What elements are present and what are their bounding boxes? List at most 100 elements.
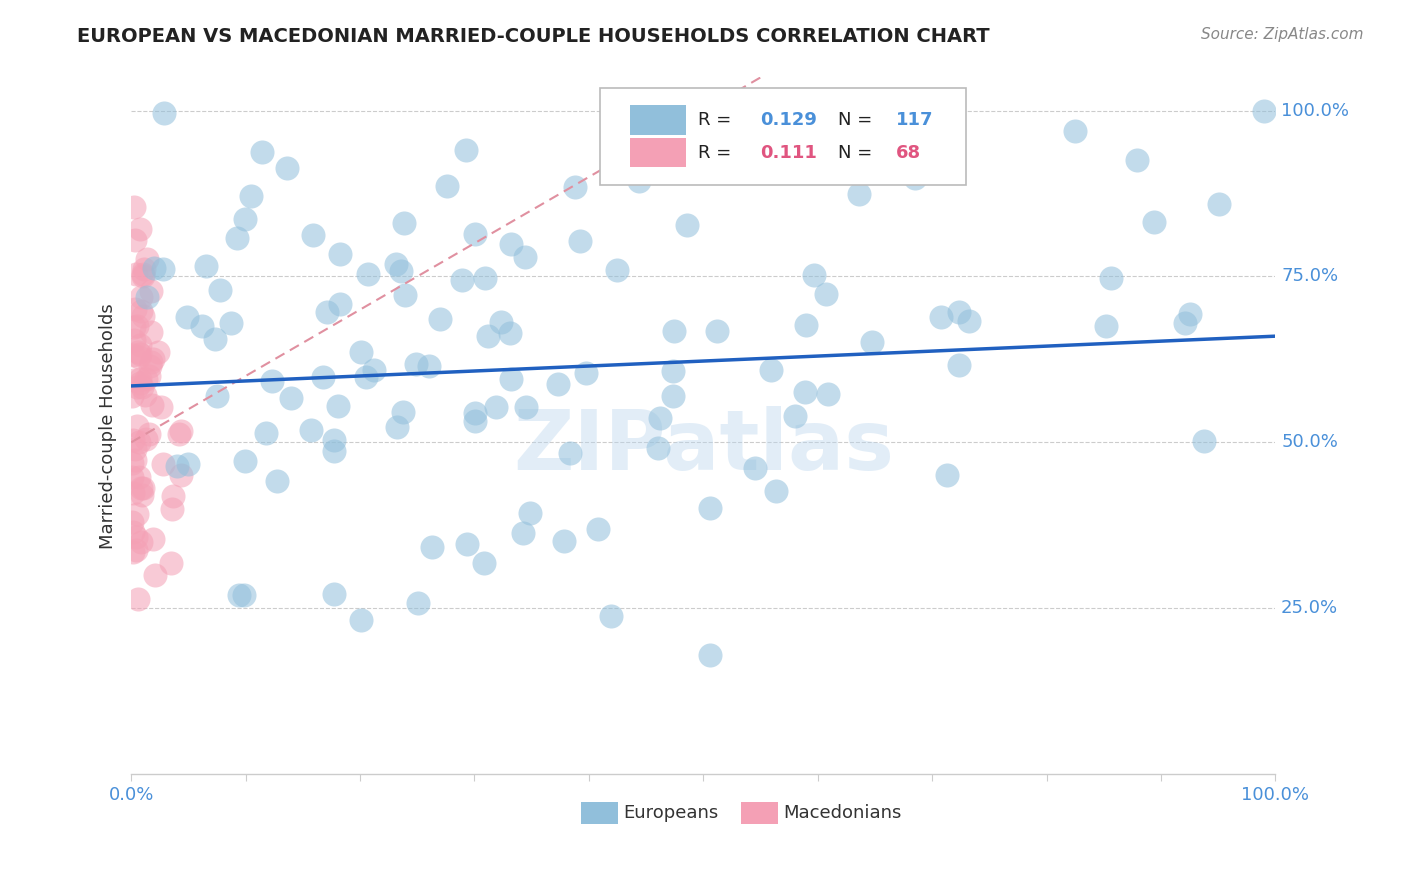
Point [648,410,671,425]
Point [706,324,728,338]
Point [935,103,957,118]
Point [1194,434,1216,449]
Point [160,501,183,516]
Point [129,346,152,360]
Point [489,315,512,329]
Point [323,443,346,458]
Point [744,461,766,475]
Point [124,319,146,334]
Point [606,263,628,277]
Point [357,268,380,282]
Point [957,314,980,328]
Point [474,271,496,285]
Point [477,329,499,343]
Point [387,419,409,434]
Point [125,542,148,557]
Point [125,267,148,281]
Point [1125,153,1147,167]
Point [662,389,685,403]
Point [484,401,506,415]
Point [129,338,152,352]
Point [569,234,592,248]
Point [384,257,406,271]
Point [122,486,145,500]
Point [170,424,193,438]
Point [418,359,440,373]
Point [389,264,412,278]
Point [152,106,174,120]
Text: 100.0%: 100.0% [1281,102,1350,120]
Point [904,170,927,185]
Point [135,372,157,386]
Point [152,457,174,471]
Point [817,387,839,401]
Text: ZIPatlas: ZIPatlas [513,406,894,487]
Point [129,534,152,549]
Point [501,236,523,251]
Point [129,289,152,303]
Point [121,457,143,471]
Point [143,260,166,275]
Point [363,362,385,376]
Point [329,247,352,261]
Point [815,286,838,301]
Point [848,187,870,202]
Point [564,179,586,194]
Point [1180,307,1202,321]
Point [122,433,145,447]
Point [167,427,190,442]
Point [131,488,153,502]
Point [254,425,277,440]
Text: 0.111: 0.111 [761,144,817,161]
Text: N =: N = [838,111,879,129]
Text: 68: 68 [896,144,921,161]
Point [586,522,609,536]
Point [759,363,782,377]
Point [1094,319,1116,334]
Point [451,273,474,287]
Point [129,304,152,318]
Point [121,389,143,403]
Point [121,515,143,529]
Point [1143,215,1166,229]
Text: R =: R = [697,144,742,161]
Point [515,401,537,415]
Point [205,389,228,403]
Point [929,310,952,324]
Point [512,526,534,541]
Point [676,218,699,232]
Point [464,406,486,420]
Point [794,318,817,333]
Point [627,174,650,188]
Point [124,333,146,347]
FancyBboxPatch shape [630,138,686,168]
Point [783,409,806,423]
Point [499,372,522,386]
Point [547,377,569,392]
Point [134,388,156,402]
Point [794,385,817,400]
Point [356,370,378,384]
Point [429,311,451,326]
Point [699,501,721,516]
Point [699,648,721,663]
Point [166,458,188,473]
Point [128,470,150,484]
Point [1174,316,1197,330]
Point [162,489,184,503]
Point [323,587,346,601]
Point [233,211,256,226]
Point [276,161,298,176]
Point [136,252,159,267]
Point [315,305,337,319]
Point [948,304,970,318]
Point [323,433,346,447]
Text: 117: 117 [896,111,934,129]
Point [464,227,486,241]
Text: 50.0%: 50.0% [1281,434,1339,451]
Point [176,310,198,324]
Point [132,261,155,276]
Text: 25.0%: 25.0% [1281,599,1339,617]
Point [138,368,160,383]
Point [935,467,957,482]
